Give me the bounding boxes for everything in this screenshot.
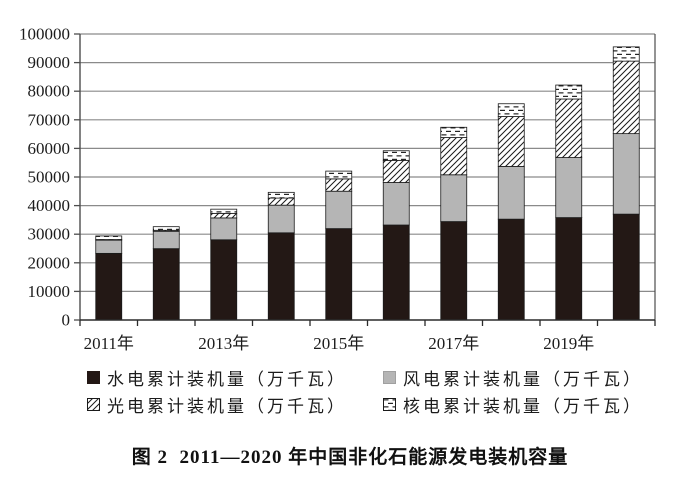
y-tick-label: 40000	[28, 196, 71, 215]
solar-swatch-fill	[87, 398, 100, 411]
bar-2015年-solar	[325, 178, 353, 192]
bar-2018年-nuclear	[497, 103, 525, 117]
legend-item-solar: 光电累计装机量（万千瓦）	[87, 391, 347, 418]
x-axis-labels: 2011年 2013年 2015年 2017年 2019年	[84, 334, 595, 353]
x-tick-label: 2013年	[198, 334, 249, 353]
y-tick-label: 90000	[28, 53, 71, 72]
bar-2018年-hydro	[497, 218, 525, 321]
legend-label-hydro: 水电累计装机量（万千瓦）	[107, 370, 347, 389]
x-tick-label: 2017年	[428, 334, 479, 353]
bar-2013年-hydro	[210, 239, 238, 321]
bar-2012年-wind	[152, 230, 180, 250]
bar-2017年-hydro	[440, 221, 468, 321]
bars	[95, 46, 640, 321]
y-tick-label: 0	[62, 311, 71, 330]
nuclear-swatch-fill	[383, 398, 396, 411]
bar-2016年-nuclear	[382, 150, 410, 161]
wind-swatch-fill	[383, 371, 396, 384]
y-tick-label: 80000	[28, 82, 71, 101]
axes	[74, 33, 656, 326]
y-tick-label: 30000	[28, 225, 71, 244]
bar-2020年-solar	[612, 60, 640, 135]
bar-2015年-nuclear	[325, 170, 353, 180]
y-tick-label: 20000	[28, 253, 71, 272]
bar-2017年-solar	[440, 137, 468, 176]
y-tick-label: 10000	[28, 282, 71, 301]
solar-swatch-icon	[87, 398, 100, 411]
bar-2015年-hydro	[325, 228, 353, 321]
bar-2012年-nuclear	[152, 226, 180, 231]
wind-swatch-icon	[383, 371, 396, 384]
x-tick-label: 2011年	[84, 334, 134, 353]
chart-area: 0 10000 20000 30000 40000 50000 60000 70000 8000…	[19, 25, 656, 353]
bar-2019年-solar	[555, 98, 583, 158]
bar-2013年-solar	[210, 212, 238, 219]
legend-item-nuclear: 核电累计装机量（万千瓦）	[383, 391, 643, 418]
bar-2012年-hydro	[152, 248, 180, 321]
legend-row-1: 水电累计装机量（万千瓦） 风电累计装机量（万千瓦）	[0, 364, 700, 391]
legend-label-nuclear: 核电累计装机量（万千瓦）	[403, 397, 643, 416]
nuclear-swatch-icon	[383, 398, 396, 411]
legend-row-2: 光电累计装机量（万千瓦） 核电累计装机量（万千瓦）	[0, 391, 700, 418]
y-tick-label: 60000	[28, 139, 71, 158]
bar-2020年-nuclear	[612, 46, 640, 62]
bar-2016年-hydro	[382, 224, 410, 321]
bar-2018年-wind	[497, 166, 525, 220]
bar-2011年-nuclear	[95, 235, 123, 240]
legend-item-hydro: 水电累计装机量（万千瓦）	[87, 364, 347, 391]
bar-2013年-nuclear	[210, 208, 238, 214]
bar-2014年-solar	[267, 197, 295, 206]
y-tick-label: 70000	[28, 110, 71, 129]
bar-2020年-hydro	[612, 213, 640, 321]
bar-2014年-nuclear	[267, 191, 295, 199]
bar-2019年-nuclear	[555, 84, 583, 100]
bar-2016年-solar	[382, 159, 410, 183]
x-tick-label: 2019年	[543, 334, 594, 353]
bar-2020年-wind	[612, 133, 640, 215]
y-tick-label: 50000	[28, 168, 71, 187]
legend-label-solar: 光电累计装机量（万千瓦）	[107, 397, 347, 416]
y-tick-label: 100000	[19, 25, 70, 44]
bar-2017年-nuclear	[440, 126, 468, 138]
bar-2013年-wind	[210, 217, 238, 241]
legend: 水电累计装机量（万千瓦） 风电累计装机量（万千瓦） 光电累计装机量（万千瓦）	[0, 364, 700, 422]
legend-item-wind: 风电累计装机量（万千瓦）	[383, 364, 643, 391]
bar-2018年-solar	[497, 116, 525, 167]
hydro-swatch-icon	[87, 371, 100, 384]
bar-2014年-wind	[267, 204, 295, 234]
bar-2019年-wind	[555, 157, 583, 218]
bar-2014年-hydro	[267, 232, 295, 321]
bar-2016年-wind	[382, 182, 410, 226]
hydro-swatch-fill	[87, 371, 100, 384]
figure-caption: 图 2 2011—2020 年中国非化石能源发电装机容量	[131, 447, 569, 468]
bar-2015年-wind	[325, 190, 353, 230]
legend-label-wind: 风电累计装机量（万千瓦）	[403, 370, 643, 389]
bar-2017年-wind	[440, 174, 468, 222]
y-axis-labels: 0 10000 20000 30000 40000 50000 60000 70000 8000…	[19, 25, 70, 330]
bar-2019年-hydro	[555, 217, 583, 321]
x-tick-label: 2015年	[313, 334, 364, 353]
bar-2011年-hydro	[95, 252, 123, 321]
bar-2011年-wind	[95, 239, 123, 254]
stacked-bar-chart: 0 10000 20000 30000 40000 50000 60000 70000 8000…	[19, 25, 656, 353]
